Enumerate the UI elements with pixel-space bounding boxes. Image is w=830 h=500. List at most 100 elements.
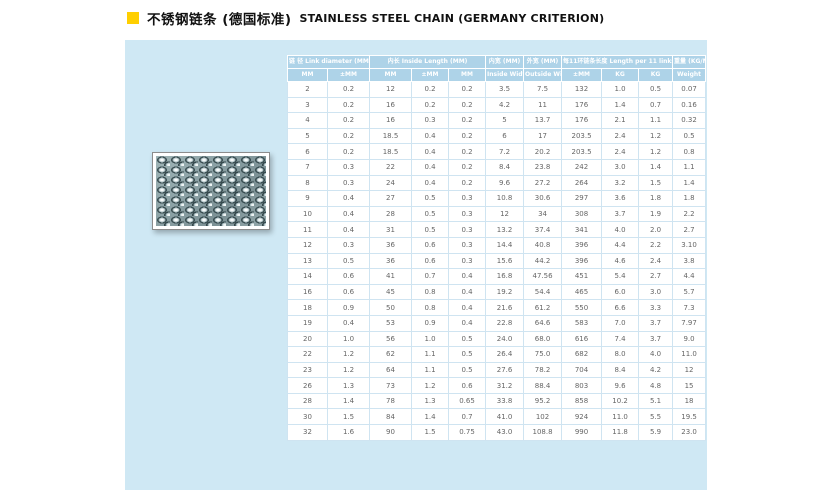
table-cell: 19 xyxy=(287,314,328,332)
table-cell: 7.2 xyxy=(485,143,525,160)
table-cell: 0.4 xyxy=(448,268,487,285)
table-cell: 0.5 xyxy=(638,81,674,98)
table-cell: 5.4 xyxy=(601,268,640,285)
table-cell: 465 xyxy=(561,283,603,301)
table-cell: 5.9 xyxy=(638,424,674,441)
table-cell: 924 xyxy=(561,408,603,426)
table-row: 5 0.2 18.5 0.4 0.2 6 17 203.5 2.4 1.2 0.5 xyxy=(287,127,707,145)
table-cell: 0.5 xyxy=(448,346,487,363)
table-cell: 14.4 xyxy=(485,236,525,254)
table-cell: 0.9 xyxy=(411,314,450,332)
table-cell: 23.0 xyxy=(672,424,707,441)
table-cell: 22.8 xyxy=(485,314,525,332)
table-cell: 7.97 xyxy=(672,314,707,332)
table-cell: 47.56 xyxy=(523,268,563,285)
table-cell: 22 xyxy=(369,158,413,176)
table-cell: 95.2 xyxy=(523,392,563,410)
table-cell: 4.4 xyxy=(672,268,707,285)
table-cell: 28 xyxy=(369,205,413,223)
table-row: 10 0.4 28 0.5 0.3 12 34 308 3.7 1.9 2.2 xyxy=(287,205,707,223)
table-cell: 297 xyxy=(561,190,603,207)
table-cell: 1.1 xyxy=(672,158,707,176)
table-cell: 0.3 xyxy=(448,252,487,270)
table-cell: 1.4 xyxy=(672,174,707,192)
table-row: 4 0.2 16 0.3 0.2 5 13.7 176 2.1 1.1 0.32 xyxy=(287,112,707,129)
column-subheader: Outside Width xyxy=(523,68,563,82)
table-row: 14 0.6 41 0.7 0.4 16.8 47.56 451 5.4 2.7 4.4 xyxy=(287,268,707,285)
table-cell: 30 xyxy=(287,408,328,426)
table-cell: 0.8 xyxy=(672,143,707,160)
table-cell: 15.6 xyxy=(485,252,525,270)
column-subheader: ±MM xyxy=(411,68,450,82)
table-cell: 0.2 xyxy=(448,174,487,192)
table-row: 8 0.3 24 0.4 0.2 9.6 27.2 264 3.2 1.5 1.4 xyxy=(287,174,707,192)
table-cell: 13.7 xyxy=(523,112,563,129)
table-cell: 396 xyxy=(561,252,603,270)
table-cell: 36 xyxy=(369,252,413,270)
table-cell: 0.2 xyxy=(448,81,487,98)
column-subheader: ±MM xyxy=(561,68,603,82)
table-cell: 18 xyxy=(672,392,707,410)
table-cell: 0.4 xyxy=(411,143,450,160)
table-cell: 1.1 xyxy=(411,361,450,379)
table-cell: 0.65 xyxy=(448,392,487,410)
table-cell: 7.0 xyxy=(601,314,640,332)
table-cell: 0.2 xyxy=(326,127,371,145)
table-cell: 4.2 xyxy=(638,361,674,379)
table-cell: 11 xyxy=(523,96,563,114)
table-cell: 56 xyxy=(369,330,413,348)
table-cell: 41.0 xyxy=(485,408,525,426)
spec-table-head: 链 径 Link diameter (MM) 内长 Inside Length (… xyxy=(286,55,707,82)
table-cell: 1.3 xyxy=(411,392,450,410)
table-cell: 64 xyxy=(369,361,413,379)
table-cell: 31 xyxy=(369,221,413,238)
column-subheader: KG xyxy=(638,68,674,82)
table-cell: 0.2 xyxy=(326,143,371,160)
table-cell: 90 xyxy=(369,424,413,441)
table-cell: 20 xyxy=(287,330,328,348)
table-cell: 4 xyxy=(287,112,328,129)
table-cell: 0.6 xyxy=(411,252,450,270)
table-cell: 0.3 xyxy=(448,221,487,238)
table-cell: 0.5 xyxy=(411,221,450,238)
table-cell: 5.5 xyxy=(638,408,674,426)
table-row: 22 1.2 62 1.1 0.5 26.4 75.0 682 8.0 4.0 11.0 xyxy=(287,346,707,363)
column-subheader: MM xyxy=(448,68,487,82)
table-cell: 34 xyxy=(523,205,563,223)
table-cell: 308 xyxy=(561,205,603,223)
table-cell: 6 xyxy=(485,127,525,145)
table-cell: 0.5 xyxy=(326,252,371,270)
table-cell: 7.3 xyxy=(672,299,707,316)
table-cell: 1.1 xyxy=(638,112,674,129)
table-cell: 23 xyxy=(287,361,328,379)
table-cell: 2.2 xyxy=(672,205,707,223)
table-cell: 4.6 xyxy=(601,252,640,270)
table-row: 6 0.2 18.5 0.4 0.2 7.2 20.2 203.5 2.4 1.2 0.8 xyxy=(287,143,707,160)
content-panel: 链 径 Link diameter (MM) 内长 Inside Length (… xyxy=(125,40,707,490)
table-cell: 108.8 xyxy=(523,424,563,441)
table-row: 23 1.2 64 1.1 0.5 27.6 78.2 704 8.4 4.2 12 xyxy=(287,361,707,379)
table-cell: 0.6 xyxy=(411,236,450,254)
table-cell: 2 xyxy=(287,81,328,98)
table-cell: 0.5 xyxy=(411,190,450,207)
table-cell: 0.4 xyxy=(448,283,487,301)
table-cell: 78.2 xyxy=(523,361,563,379)
column-group-header: 内宽 (MM) xyxy=(485,55,525,69)
table-cell: 2.7 xyxy=(672,221,707,238)
table-cell: 583 xyxy=(561,314,603,332)
table-cell: 18 xyxy=(287,299,328,316)
spec-table: 链 径 Link diameter (MM) 内长 Inside Length (… xyxy=(286,55,707,441)
table-cell: 0.4 xyxy=(326,221,371,238)
table-cell: 7 xyxy=(287,158,328,176)
spec-table-container: 链 径 Link diameter (MM) 内长 Inside Length (… xyxy=(286,55,707,441)
title-bullet-square-icon xyxy=(127,12,139,24)
table-cell: 30.6 xyxy=(523,190,563,207)
table-cell: 44.2 xyxy=(523,252,563,270)
table-cell: 264 xyxy=(561,174,603,192)
table-cell: 45 xyxy=(369,283,413,301)
table-cell: 2.1 xyxy=(601,112,640,129)
table-cell: 12 xyxy=(369,81,413,98)
table-cell: 0.7 xyxy=(638,96,674,114)
table-cell: 0.16 xyxy=(672,96,707,114)
table-cell: 1.2 xyxy=(326,346,371,363)
